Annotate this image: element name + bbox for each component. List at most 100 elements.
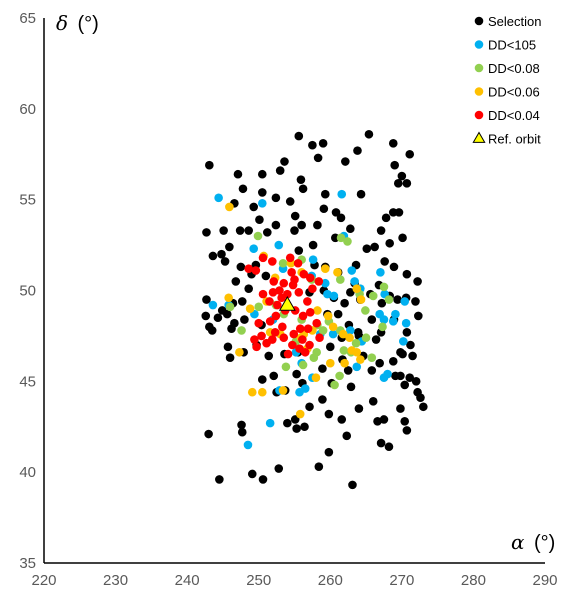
data-point	[362, 244, 372, 254]
data-point	[402, 269, 412, 279]
data-point	[237, 297, 247, 306]
axes	[43, 18, 545, 564]
series-dd-0-06	[224, 202, 366, 419]
series-dd-0-04	[244, 253, 324, 359]
data-point	[253, 231, 263, 241]
data-point	[319, 204, 329, 214]
data-point	[405, 149, 415, 159]
data-point	[400, 380, 410, 390]
data-point	[402, 179, 412, 188]
data-point	[305, 402, 314, 412]
data-point	[278, 322, 287, 332]
y-tick-label: 60	[19, 101, 36, 118]
data-point	[308, 240, 318, 250]
data-point	[361, 333, 371, 343]
data-point	[294, 246, 304, 255]
data-point	[318, 395, 327, 404]
data-point	[336, 275, 345, 284]
data-point	[250, 335, 259, 344]
data-point	[380, 257, 389, 266]
data-point	[312, 347, 321, 357]
data-point	[397, 171, 407, 181]
data-point	[247, 469, 257, 479]
legend-entry: DD<0.08	[474, 61, 540, 76]
data-point	[225, 302, 235, 312]
data-point	[370, 242, 379, 252]
data-point	[269, 371, 279, 381]
data-point	[340, 298, 349, 308]
data-point	[368, 397, 378, 406]
data-point	[340, 358, 349, 368]
data-point	[294, 288, 304, 297]
data-point	[376, 268, 385, 277]
legend: Selection DD<105 DD<0.08 DD<0.06 DD<0.04 Ref.…	[472, 14, 541, 147]
data-point	[281, 362, 291, 372]
data-point	[308, 255, 318, 264]
data-point	[324, 409, 334, 419]
data-point	[277, 293, 286, 303]
data-point	[202, 295, 211, 304]
data-point	[290, 275, 299, 284]
data-point	[283, 418, 292, 428]
series-ref-orbit	[278, 296, 296, 311]
data-point	[274, 240, 284, 250]
data-point	[390, 160, 400, 170]
y-axis-title: δ (°)	[56, 11, 99, 35]
data-point	[254, 302, 264, 312]
data-point	[318, 326, 328, 335]
data-point	[249, 244, 259, 254]
data-point	[258, 253, 268, 263]
data-point	[274, 464, 284, 473]
x-axis-title: α (°)	[511, 530, 555, 554]
data-point	[208, 300, 218, 310]
data-point	[400, 297, 410, 306]
data-point	[346, 382, 356, 392]
data-point	[329, 291, 339, 301]
data-point	[336, 233, 346, 243]
data-point	[273, 300, 282, 310]
y-axis-unit: (°)	[78, 13, 99, 35]
legend-label: DD<0.08	[488, 61, 540, 76]
data-point	[338, 329, 348, 339]
data-point	[303, 297, 312, 306]
data-point	[278, 258, 288, 268]
data-point	[305, 308, 315, 317]
data-point	[204, 429, 213, 439]
data-point	[325, 358, 335, 368]
data-point	[223, 342, 233, 352]
data-point	[324, 447, 334, 457]
data-point	[348, 480, 357, 490]
data-point	[361, 306, 370, 315]
data-point	[244, 284, 253, 293]
data-point	[265, 418, 275, 428]
data-point	[263, 228, 272, 237]
data-point	[328, 322, 338, 332]
y-tick-label: 40	[19, 464, 36, 481]
data-point	[298, 311, 308, 321]
data-point	[220, 257, 230, 266]
data-point	[225, 202, 234, 212]
data-point	[257, 387, 267, 397]
data-point	[353, 146, 362, 155]
data-point	[257, 331, 266, 341]
data-point	[411, 297, 420, 306]
data-point	[292, 424, 301, 433]
data-point	[347, 266, 357, 275]
data-point	[294, 131, 304, 141]
data-point	[213, 313, 223, 323]
x-tick-label: 230	[103, 572, 128, 589]
x-tick-label: 280	[461, 572, 486, 589]
data-point	[398, 233, 407, 243]
data-point	[288, 340, 297, 350]
series-dd-105	[208, 189, 411, 450]
data-point	[343, 237, 352, 246]
x-tick-label: 220	[31, 572, 56, 589]
data-point	[244, 226, 253, 235]
data-point	[208, 251, 218, 261]
data-point	[381, 213, 391, 223]
data-point	[257, 199, 267, 208]
data-point	[320, 278, 330, 288]
data-point	[219, 226, 228, 235]
data-point	[318, 139, 328, 148]
